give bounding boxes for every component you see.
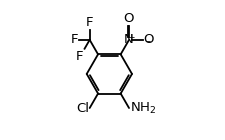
Text: Cl: Cl [75,102,88,115]
Text: O: O [143,33,153,46]
Text: F: F [86,16,93,29]
Text: N: N [124,33,133,46]
Text: –: – [145,37,150,47]
Text: NH$_2$: NH$_2$ [130,101,156,116]
Text: O: O [123,12,133,24]
Text: +: + [127,33,134,42]
Text: F: F [71,33,78,46]
Text: F: F [76,50,83,63]
